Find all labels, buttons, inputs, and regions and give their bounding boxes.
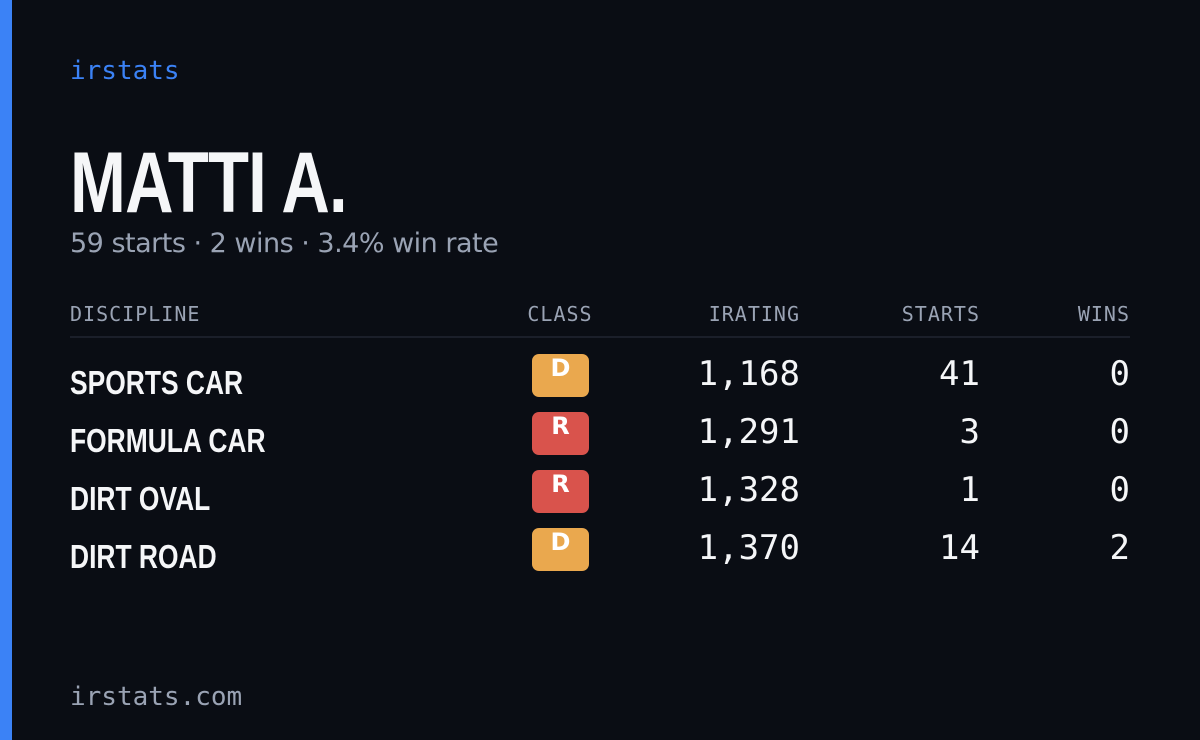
discipline: DIRT ROAD <box>70 538 217 575</box>
column-header: DISCIPLINE <box>70 302 201 326</box>
wins: 0 <box>1109 470 1130 510</box>
footer-url: irstats.com <box>70 682 243 712</box>
driver-name: MATTI A. <box>70 135 348 231</box>
discipline: DIRT OVAL <box>70 480 211 517</box>
class-badge: D <box>532 528 589 571</box>
discipline: FORMULA CAR <box>70 422 266 459</box>
class-badge: D <box>532 354 589 397</box>
starts: 1 <box>959 470 980 510</box>
irating: 1,370 <box>697 528 800 568</box>
class-badge: R <box>532 412 589 455</box>
column-header: CLASS <box>527 302 593 326</box>
brand: irstats <box>70 56 180 86</box>
column-header: IRATING <box>708 302 800 326</box>
discipline: SPORTS CAR <box>70 364 244 401</box>
starts: 14 <box>939 528 980 568</box>
wins: 0 <box>1109 354 1130 394</box>
wins: 0 <box>1109 412 1130 452</box>
irating: 1,328 <box>697 470 800 510</box>
accent-stripe <box>0 0 12 740</box>
column-header: WINS <box>1077 302 1130 326</box>
class-badge: R <box>532 470 589 513</box>
column-header: STARTS <box>901 302 980 326</box>
irating: 1,291 <box>697 412 800 452</box>
wins: 2 <box>1109 528 1130 568</box>
irating: 1,168 <box>697 354 800 394</box>
driver-summary: 59 starts · 2 wins · 3.4% win rate <box>70 228 499 259</box>
starts: 41 <box>939 354 980 394</box>
starts: 3 <box>959 412 980 452</box>
header-rule <box>70 336 1130 338</box>
